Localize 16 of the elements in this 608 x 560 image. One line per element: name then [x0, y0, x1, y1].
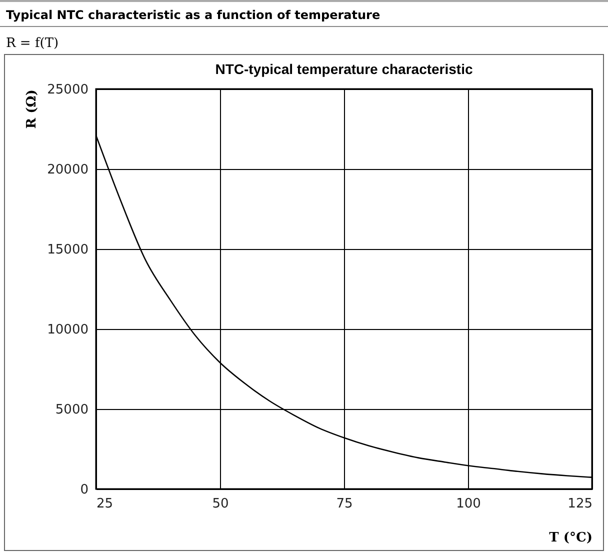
- x-tick-label: 100: [456, 496, 481, 512]
- y-tick-label: 20000: [47, 162, 88, 178]
- y-tick-label: 0: [80, 482, 88, 498]
- y-tick-label: 25000: [47, 82, 88, 98]
- y-tick-label: 10000: [47, 322, 88, 338]
- x-axis-title: T (°C): [549, 530, 592, 546]
- y-axis-title: R (Ω): [24, 90, 40, 129]
- chart-title: NTC-typical temperature characteristic: [215, 61, 473, 77]
- y-tick-label: 5000: [55, 402, 88, 418]
- text: Typical NTC characteristic as a function of temperature: [0, 0, 608, 27]
- x-tick-label: 75: [336, 496, 353, 512]
- x-tick-label: 25: [96, 496, 114, 512]
- x-tick-label: 50: [212, 496, 229, 512]
- chart-subtitle: R = f(T): [5, 35, 60, 53]
- x-tick-label: 125: [568, 496, 592, 512]
- y-tick-label: 15000: [47, 242, 88, 258]
